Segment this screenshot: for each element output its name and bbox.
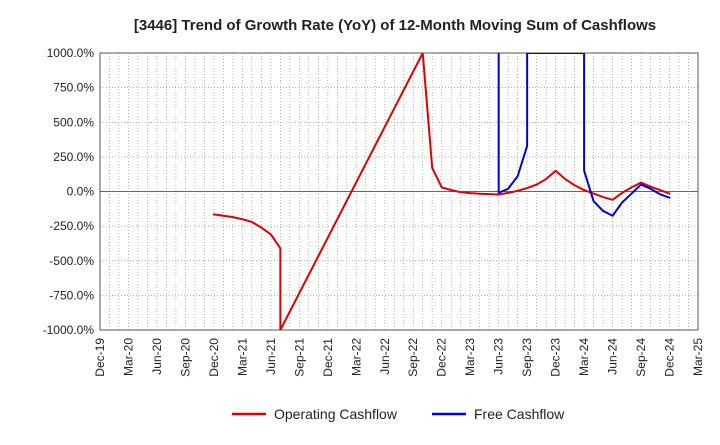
x-tick-label: Mar-20	[121, 338, 135, 376]
x-tick-label: Dec-19	[93, 338, 107, 377]
x-tick-label: Jun-20	[150, 338, 164, 375]
x-tick-label: Mar-21	[235, 338, 249, 376]
chart-title: [3446] Trend of Growth Rate (YoY) of 12-…	[134, 17, 656, 34]
x-tick-label: Sep-24	[634, 338, 648, 377]
y-tick-label: -250.0%	[49, 219, 94, 233]
grid	[100, 52, 698, 331]
x-tick-label: Jun-22	[378, 338, 392, 375]
x-tick-label: Dec-22	[435, 338, 449, 377]
x-tick-label: Dec-20	[207, 338, 221, 377]
x-tick-label: Mar-25	[691, 338, 705, 376]
y-tick-label: 0.0%	[67, 185, 95, 199]
y-tick-label: -500.0%	[49, 254, 94, 268]
legend: Operating Cashflow Free Cashflow	[232, 406, 565, 422]
x-tick-label: Sep-23	[520, 338, 534, 377]
x-tick-label: Sep-22	[406, 338, 420, 377]
axes: 1000.0% 750.0% 500.0% 250.0% 0.0% -250.0% -500…	[43, 46, 705, 377]
x-tick-label: Dec-24	[663, 338, 677, 377]
y-tick-label: 750.0%	[53, 81, 94, 95]
x-tick-label: Jun-23	[492, 338, 506, 375]
free-cashflow-line	[497, 53, 671, 217]
x-tick-label: Jun-21	[264, 338, 278, 375]
x-tick-label: Mar-23	[463, 338, 477, 376]
x-tick-label: Dec-23	[549, 338, 563, 377]
x-tick-label: Sep-21	[292, 338, 306, 377]
y-tick-label: -1000.0%	[43, 323, 95, 337]
x-tick-label: Mar-22	[349, 338, 363, 376]
legend-label: Operating Cashflow	[274, 406, 398, 422]
series-lines	[212, 53, 671, 330]
x-tick-label: Sep-20	[178, 338, 192, 377]
x-tick-label: Jun-24	[606, 338, 620, 375]
legend-label: Free Cashflow	[474, 406, 565, 422]
y-tick-label: 500.0%	[53, 115, 94, 129]
plot-border	[99, 52, 699, 331]
y-tick-label: -750.0%	[49, 288, 94, 302]
y-tick-label: 1000.0%	[47, 46, 95, 60]
y-tick-label: 250.0%	[53, 150, 94, 164]
x-tick-label: Mar-24	[577, 338, 591, 376]
x-tick-label: Dec-21	[321, 338, 335, 377]
operating-cashflow-line	[212, 53, 671, 330]
